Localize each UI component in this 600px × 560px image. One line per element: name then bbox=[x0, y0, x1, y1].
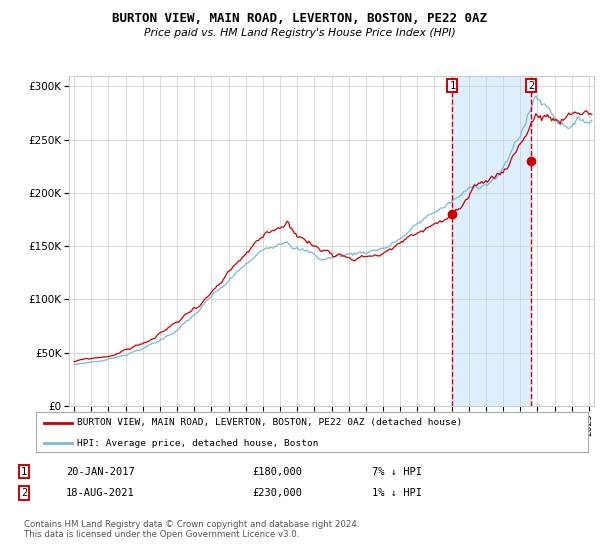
Text: BURTON VIEW, MAIN ROAD, LEVERTON, BOSTON, PE22 0AZ: BURTON VIEW, MAIN ROAD, LEVERTON, BOSTON… bbox=[113, 12, 487, 25]
Text: £180,000: £180,000 bbox=[252, 466, 302, 477]
Text: Contains HM Land Registry data © Crown copyright and database right 2024.
This d: Contains HM Land Registry data © Crown c… bbox=[24, 520, 359, 539]
Text: HPI: Average price, detached house, Boston: HPI: Average price, detached house, Bost… bbox=[77, 438, 319, 447]
Text: 2: 2 bbox=[528, 81, 534, 91]
Text: 1% ↓ HPI: 1% ↓ HPI bbox=[372, 488, 422, 498]
Text: 7% ↓ HPI: 7% ↓ HPI bbox=[372, 466, 422, 477]
Text: BURTON VIEW, MAIN ROAD, LEVERTON, BOSTON, PE22 0AZ (detached house): BURTON VIEW, MAIN ROAD, LEVERTON, BOSTON… bbox=[77, 418, 463, 427]
Text: 20-JAN-2017: 20-JAN-2017 bbox=[66, 466, 135, 477]
Text: £230,000: £230,000 bbox=[252, 488, 302, 498]
Bar bbox=[452, 76, 531, 406]
Text: 1: 1 bbox=[21, 466, 27, 477]
Text: 1: 1 bbox=[449, 81, 455, 91]
Text: 2: 2 bbox=[21, 488, 27, 498]
Text: Price paid vs. HM Land Registry's House Price Index (HPI): Price paid vs. HM Land Registry's House … bbox=[144, 28, 456, 38]
Text: 18-AUG-2021: 18-AUG-2021 bbox=[66, 488, 135, 498]
